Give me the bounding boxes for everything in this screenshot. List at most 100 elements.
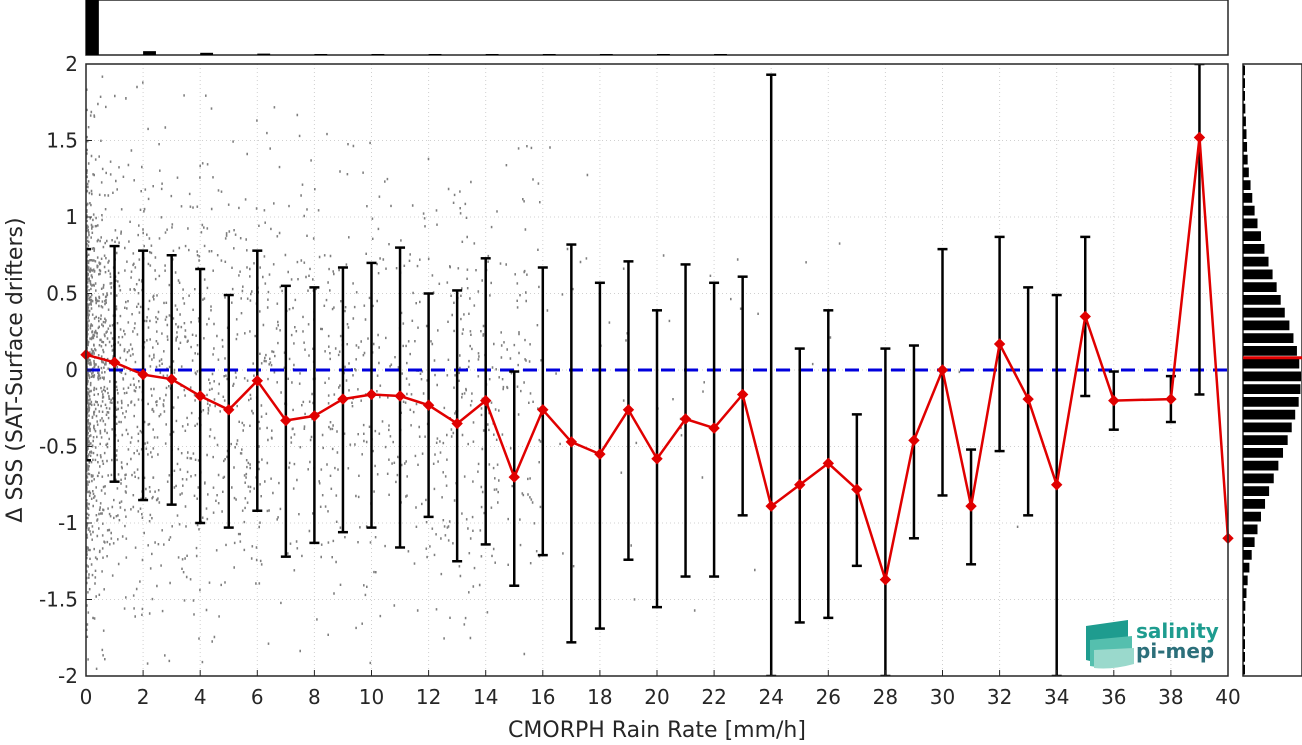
right-histogram-bar [1243, 180, 1251, 190]
right-histogram-bar [1243, 601, 1246, 611]
right-histogram-bar [1243, 409, 1296, 420]
right-histogram-bar [1243, 282, 1277, 292]
right-histogram [1243, 65, 1301, 675]
mean-line [85, 137, 1230, 585]
x-tick-label: 6 [251, 685, 264, 709]
y-axis-label: Δ SSS (SAT-Surface drifters) [3, 217, 28, 522]
mean-point-25 [794, 479, 806, 491]
mean-point-28 [879, 573, 892, 586]
wave-logo-icon [1086, 620, 1134, 669]
mean-point-12 [422, 399, 435, 411]
logo-line2: pi-mep [1136, 639, 1214, 663]
salinity-pimep-logo: salinity pi-mep [1086, 619, 1219, 669]
x-tick-label: 16 [530, 685, 555, 709]
x-tick-label: 14 [473, 685, 498, 709]
right-histogram-frame [1242, 63, 1302, 677]
logo-line1: salinity [1136, 619, 1219, 643]
y-tick-label: -1 [58, 511, 78, 535]
x-axis-ticks: 0 2 4 6 8 10 12 14 16 18 20 22 24 26 28 30 32 34 36 38 40 [80, 670, 1241, 709]
mean-point-19 [622, 404, 635, 416]
mean-point-4 [194, 390, 206, 402]
right-histogram-bar [1243, 307, 1285, 318]
mean-point-27 [851, 483, 863, 496]
mean-point-38 [1165, 393, 1177, 405]
mean-point-35 [1079, 310, 1091, 323]
mean-point-29 [908, 434, 920, 447]
right-histogram-bar [1243, 664, 1245, 675]
mean-point-8 [308, 410, 321, 422]
x-tick-label: 36 [1101, 685, 1126, 709]
mean-point-34 [1050, 479, 1063, 491]
right-histogram-bar [1243, 448, 1284, 458]
mean-point-10 [365, 388, 378, 401]
mean-point-6 [251, 375, 264, 387]
mean-point-16 [537, 404, 549, 416]
top-histogram-bar [485, 54, 499, 55]
top-histogram-bar [257, 53, 271, 55]
right-histogram-bar [1243, 231, 1261, 241]
mean-point-7 [280, 414, 292, 427]
right-histogram-bar [1243, 167, 1249, 178]
mean-point-3 [165, 373, 178, 385]
right-histogram-bar [1243, 562, 1250, 573]
x-tick-label: 0 [80, 685, 93, 709]
top-histogram-bar [86, 0, 99, 55]
right-histogram-bar [1243, 588, 1247, 598]
right-histogram-bar [1243, 537, 1255, 547]
mean-point-13 [451, 417, 463, 430]
x-axis-label: CMORPH Rain Rate [mm/h] [508, 718, 806, 743]
top-histogram-bar [599, 54, 613, 55]
right-histogram-bar [1243, 639, 1245, 649]
x-tick-label: 2 [137, 685, 150, 709]
right-histogram-bar [1243, 524, 1258, 535]
x-tick-label: 20 [644, 685, 669, 709]
right-histogram-bar [1243, 103, 1246, 114]
mean-point-1 [108, 356, 121, 369]
mean-markers [80, 131, 1234, 586]
mean-point-20 [651, 453, 663, 465]
top-histogram-bar [371, 54, 385, 55]
right-histogram-bar [1243, 65, 1245, 76]
right-histogram-bar [1243, 575, 1248, 586]
mean-point-36 [1108, 394, 1120, 407]
mean-point-11 [394, 390, 406, 402]
mean-point-21 [679, 413, 692, 425]
mean-point-24 [765, 500, 777, 512]
right-histogram-bar [1243, 652, 1245, 662]
mean-point-18 [594, 448, 606, 460]
right-histogram-bar [1243, 91, 1245, 101]
x-tick-label: 18 [587, 685, 612, 709]
x-tick-label: 22 [701, 685, 726, 709]
mean-point-39 [1193, 131, 1206, 144]
x-tick-label: 26 [816, 685, 841, 709]
y-axis-ticks: -2 -1.5 -1 -0.5 0 0.5 1 1.5 2 [39, 52, 92, 688]
right-histogram-bar [1243, 626, 1245, 637]
top-histogram-bar [428, 54, 442, 55]
y-tick-label: -0.5 [39, 435, 78, 459]
right-histogram-bar [1243, 129, 1247, 139]
mean-point-32 [993, 338, 1006, 350]
x-tick-label: 10 [359, 685, 384, 709]
mean-point-23 [736, 388, 749, 401]
x-tick-label: 32 [987, 685, 1012, 709]
x-tick-label: 28 [873, 685, 898, 709]
right-histogram-bar [1243, 473, 1274, 484]
mean-point-26 [822, 457, 835, 470]
top-histogram-bar [714, 54, 727, 55]
y-tick-label: 1 [65, 205, 78, 229]
mean-point-5 [223, 404, 235, 416]
x-tick-label: 30 [930, 685, 955, 709]
right-histogram-bar [1243, 333, 1294, 343]
x-tick-label: 40 [1215, 685, 1240, 709]
mean-point-31 [965, 500, 977, 512]
mean-point-14 [479, 394, 492, 407]
right-histogram-bar [1243, 460, 1279, 471]
x-tick-label: 34 [1044, 685, 1069, 709]
right-histogram-bar [1243, 550, 1252, 560]
right-histogram-bar [1243, 269, 1273, 280]
top-histogram-bar [657, 54, 670, 55]
y-tick-label: 0.5 [46, 282, 78, 306]
mean-point-33 [1022, 393, 1034, 405]
right-histogram-bar [1243, 256, 1269, 267]
